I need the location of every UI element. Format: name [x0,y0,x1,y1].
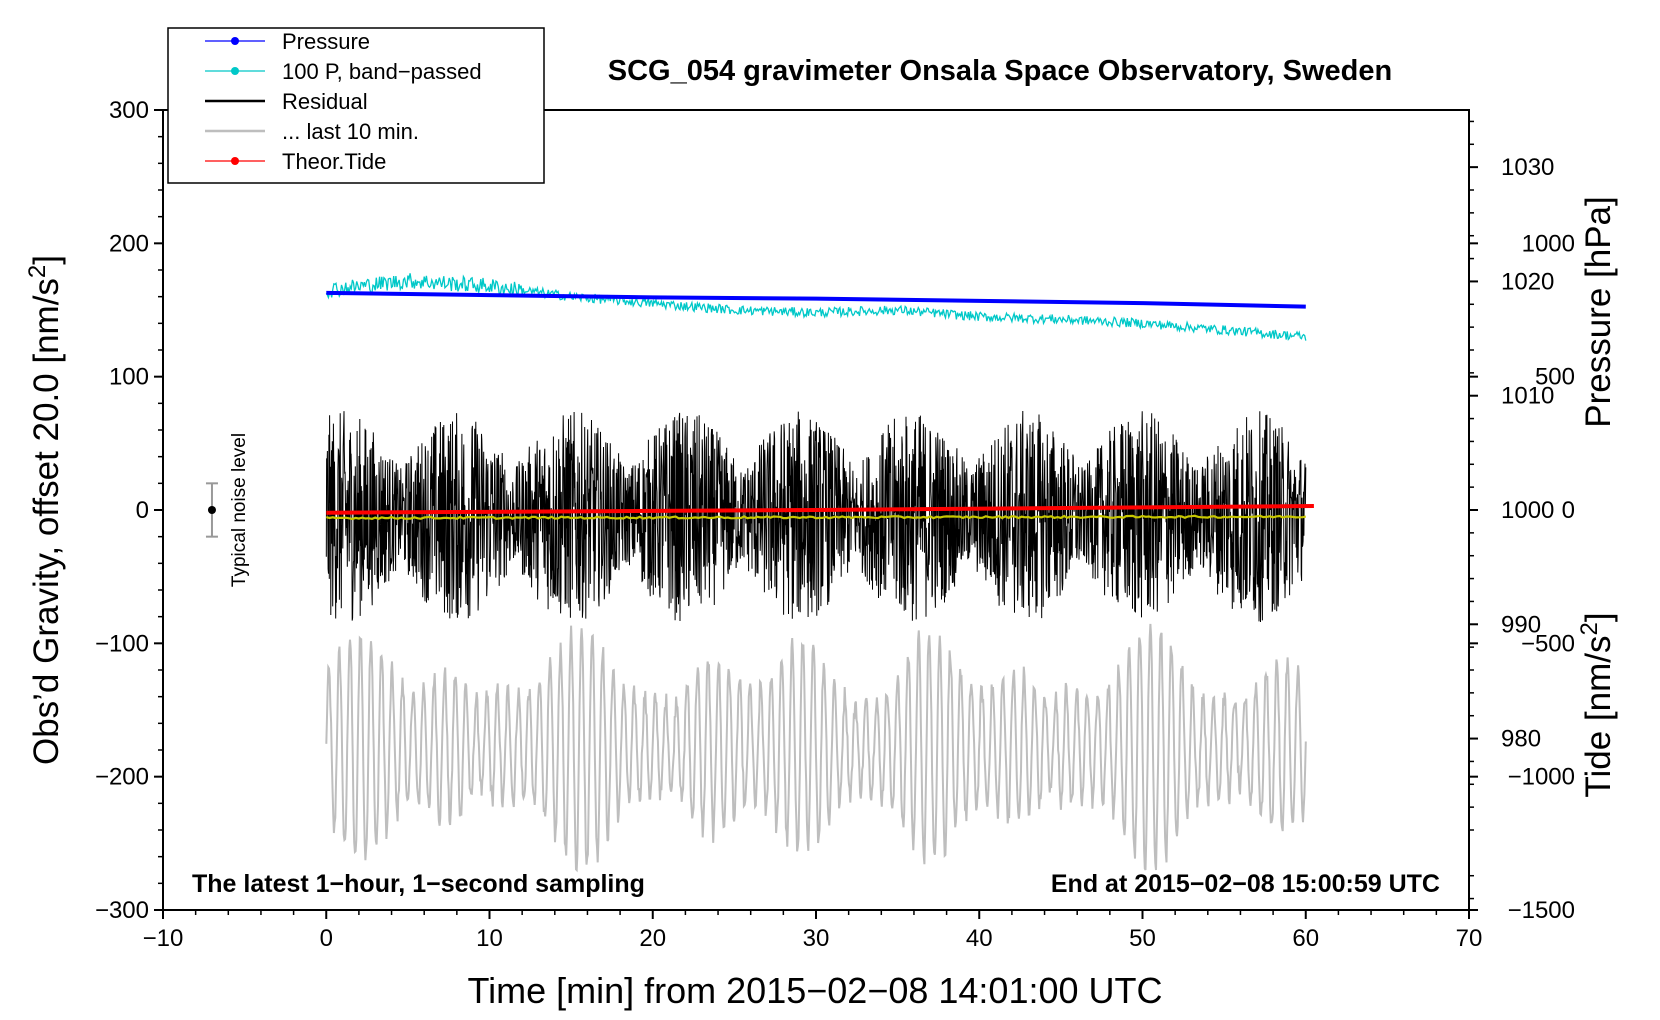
legend-label: Theor.Tide [282,149,386,174]
y-axis-pressure-label: Pressure [hPa] [1579,196,1618,428]
x-tick-label: 40 [966,925,993,952]
pressure-tick-label: 1000 [1501,497,1554,524]
pressure-line [326,290,1306,309]
y-tick-label: 200 [109,230,149,257]
bandpass-pressure-line [325,273,1307,341]
legend-label: 100 P, band−passed [282,59,482,84]
x-tick-label: 50 [1129,925,1156,952]
legend-marker [231,37,239,45]
y-tick-label: 0 [136,497,149,524]
residual-mean-line [326,514,1306,521]
pressure-tick-label: 1010 [1501,383,1554,410]
chart-title: SCG_054 gravimeter Onsala Space Observat… [608,55,1392,87]
series-layer [325,273,1314,873]
pressure-tick-label: 990 [1501,611,1541,638]
legend-label: Residual [282,89,368,114]
x-tick-label: 60 [1292,925,1319,952]
annotation-sampling: The latest 1−hour, 1−second sampling [192,870,645,898]
y-tick-label: 100 [109,364,149,391]
x-axis-label: Time [min] from 2015−02−08 14:01:00 UTC [467,970,1162,1011]
last10-line [325,623,1307,873]
noise-bar-center-dot [207,506,216,514]
y-tick-label: −300 [95,897,149,924]
tide-tick-label: −500 [1521,630,1575,657]
x-tick-label: 30 [803,925,830,952]
pressure-tick-label: 1030 [1501,154,1554,181]
residual-line [325,410,1307,623]
tide-tick-label: −1500 [1508,897,1575,924]
y-axis-tide-label: Tide [nm/s2] [1576,612,1618,797]
tide-tick-label: −1000 [1508,764,1575,791]
noise-label: Typical noise level [229,433,250,587]
legend: Pressure 100 P, band−passed Residual ... la… [167,27,545,184]
y-axis-left-label: Obs’d Gravity, offset 20.0 [nm/s2] [24,255,66,765]
x-tick-label: 10 [476,925,503,952]
tide-tick-label: 500 [1535,364,1575,391]
x-tick-label: 70 [1456,925,1483,952]
x-tick-label: 20 [639,925,666,952]
pressure-tick-label: 980 [1501,726,1541,753]
legend-box [167,27,545,184]
pressure-tick-label: 1020 [1501,268,1554,295]
y-tick-label: −100 [95,630,149,657]
legend-label: Pressure [282,29,370,54]
annotation-end-time: End at 2015−02−08 15:00:59 UTC [1051,870,1440,898]
y-tick-label: −200 [95,764,149,791]
tide-tick-label: 0 [1562,497,1575,524]
legend-marker [231,67,239,75]
noise-indicator [205,482,218,538]
legend-marker [231,157,239,165]
tide-line [326,504,1314,515]
x-tick-label: 0 [320,925,333,952]
y-tick-label: 300 [109,97,149,124]
tide-tick-label: 1000 [1522,230,1575,257]
ticks-layer: −10 0 10 20 30 40 50 60 70−300−200−1000100200300… [95,97,1575,952]
legend-label: ... last 10 min. [282,119,419,144]
x-tick-label: −10 [143,925,184,952]
